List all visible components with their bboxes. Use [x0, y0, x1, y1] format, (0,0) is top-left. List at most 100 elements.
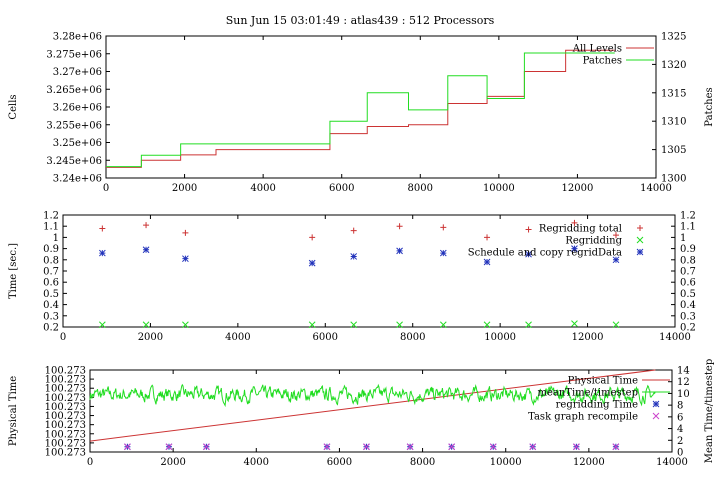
data-point — [571, 245, 578, 252]
y-tick-label: 0.8 — [43, 255, 59, 266]
legend-marker — [636, 248, 644, 256]
legend-marker — [637, 225, 643, 231]
y2-tick-label: 1 — [680, 233, 686, 244]
data-point — [612, 443, 620, 451]
charts-layer: 0 2000 4000 6000 8000 10000 12000 140003.24e+06… — [8, 32, 715, 469]
data-point — [350, 227, 357, 234]
x-tick-label: 8000 — [400, 332, 425, 343]
y2-tick-label: 0.6 — [680, 278, 696, 289]
data-point — [182, 321, 189, 329]
y2-tick-label: 8 — [677, 401, 683, 412]
data-point — [142, 246, 150, 254]
y-tick-label: 100.273 — [45, 402, 86, 413]
legend-label: Schedule and copy regridData — [468, 248, 622, 259]
x-tick-label: 10000 — [483, 183, 515, 194]
data-point — [573, 443, 580, 451]
y2-tick-label: 1.1 — [680, 222, 696, 233]
y-axis-label: Cells — [8, 94, 19, 119]
x-tick-label: 0 — [87, 457, 93, 468]
y-tick-label: 100.273 — [45, 366, 86, 377]
y2-tick-label: 1305 — [661, 145, 686, 156]
data-point — [99, 225, 106, 232]
y-tick-label: 3.255e+06 — [46, 120, 102, 131]
x-tick-label: 4000 — [250, 183, 275, 194]
data-point — [308, 259, 316, 267]
data-point — [396, 321, 403, 329]
data-point — [182, 255, 189, 263]
y-tick-label: 3.275e+06 — [46, 49, 102, 60]
y2-axis-label: Patches — [704, 87, 715, 126]
x-tick-label: 14000 — [656, 457, 688, 468]
y2-tick-label: 2 — [677, 436, 683, 447]
y2-tick-label: 1310 — [661, 117, 686, 128]
data-point — [439, 249, 447, 257]
y2-tick-label: 12 — [677, 377, 690, 388]
data-point — [529, 443, 537, 451]
series-line — [106, 49, 615, 168]
plot-frame — [105, 35, 657, 179]
y2-tick-label: 1.2 — [680, 211, 696, 222]
data-point — [525, 250, 532, 258]
y-tick-label: 100.273 — [45, 393, 86, 404]
data-point — [612, 256, 620, 264]
x-tick-label: 4000 — [244, 457, 269, 468]
x-tick-label: 12000 — [572, 332, 604, 343]
y-tick-label: 1.2 — [43, 211, 59, 222]
y-axis-label: Time [sec.] — [8, 243, 19, 299]
x-tick-label: 0 — [103, 183, 109, 194]
y-tick-label: 3.25e+06 — [53, 138, 102, 149]
y2-tick-label: 0.5 — [680, 289, 696, 300]
y-tick-label: 100.273 — [45, 384, 86, 395]
data-point — [203, 443, 210, 451]
x-tick-label: 14000 — [640, 183, 672, 194]
data-point — [309, 234, 316, 241]
data-point — [363, 443, 370, 451]
y2-tick-label: 1325 — [661, 32, 686, 43]
data-point — [571, 219, 578, 226]
data-point — [396, 223, 403, 230]
data-point — [439, 321, 447, 329]
y-tick-label: 0.3 — [43, 311, 59, 322]
x-tick-label: 12000 — [562, 183, 594, 194]
y2-axis-label: Mean Time/timestep — [704, 359, 715, 463]
y-tick-label: 3.28e+06 — [53, 32, 102, 43]
x-tick-label: 2000 — [172, 183, 197, 194]
data-point — [165, 443, 173, 451]
data-point — [612, 321, 620, 329]
x-tick-label: 10000 — [490, 457, 522, 468]
data-point — [406, 443, 414, 451]
y-tick-label: 0.9 — [43, 244, 59, 255]
y-tick-label: 0.4 — [43, 300, 59, 311]
y2-tick-label: 0.3 — [680, 311, 696, 322]
chart-1: 0 2000 4000 6000 8000 10000 12000 14000 3.24e+06… — [8, 32, 715, 195]
legend-label: Regridding total — [539, 224, 622, 235]
x-tick-label: 14000 — [659, 332, 691, 343]
legend-marker — [636, 236, 644, 244]
y2-tick-label: 0.4 — [680, 300, 696, 311]
y-tick-label: 100.273 — [45, 420, 86, 431]
y2-tick-label: 6 — [677, 412, 683, 423]
legend-label: Physical Time — [568, 376, 638, 387]
y-tick-label: 1 — [53, 233, 59, 244]
y2-tick-label: 1300 — [661, 174, 686, 185]
legend-label: Regridding — [565, 236, 622, 247]
y2-tick-label: 0 — [677, 448, 683, 459]
y-tick-label: 3.26e+06 — [53, 103, 102, 114]
series-line — [89, 369, 656, 442]
y-tick-label: 100.273 — [45, 438, 86, 449]
y-tick-label: 100.273 — [45, 411, 86, 422]
y-tick-label: 0.2 — [43, 323, 59, 334]
data-point — [525, 226, 532, 233]
data-point — [483, 258, 491, 266]
data-point — [396, 247, 403, 255]
x-tick-label: 4000 — [225, 332, 250, 343]
legend-label: Patches — [583, 56, 622, 67]
y-tick-label: 1.1 — [43, 222, 59, 233]
legend-marker — [652, 400, 660, 408]
legend-label: regridding Time — [556, 400, 638, 411]
x-tick-label: 2000 — [138, 332, 163, 343]
data-point — [143, 222, 150, 229]
y2-tick-label: 0.9 — [680, 244, 696, 255]
chart-2: 0 2000 4000 6000 8000 10000 12000 140000.20.30.… — [8, 211, 696, 344]
